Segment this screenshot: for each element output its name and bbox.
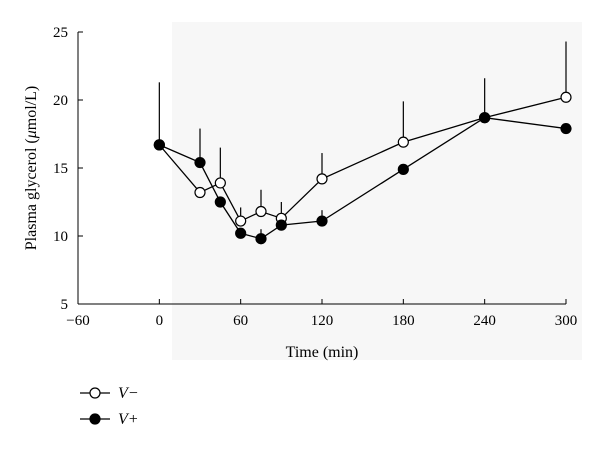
y-tick-label: 5 — [61, 297, 69, 313]
legend-marker-1 — [89, 387, 101, 399]
x-tick-label: −60 — [66, 313, 89, 329]
x-axis-title: Time (min) — [286, 344, 359, 361]
x-tick-label: 300 — [555, 313, 578, 329]
filled-marker-point — [275, 219, 287, 231]
open-marker-point — [235, 215, 247, 227]
x-tick-label: 120 — [311, 313, 334, 329]
y-tick-label: 20 — [53, 93, 68, 109]
filled-marker-point — [214, 196, 226, 208]
y-axis-title-suffix: mol/L) — [23, 86, 40, 130]
axes — [77, 31, 567, 305]
legend-label-1: V− — [118, 385, 139, 402]
y-axis-title-mu: μ — [23, 130, 40, 139]
filled-marker-point — [153, 139, 165, 151]
filled-marker-point — [194, 156, 206, 169]
series-markers — [153, 91, 572, 245]
open-marker-point — [316, 173, 328, 185]
legend-label-2: V+ — [118, 411, 139, 428]
open-marker-point — [255, 205, 267, 218]
open-marker-point — [214, 177, 226, 189]
legend-marker-2 — [89, 413, 101, 425]
series-line-1 — [158, 96, 567, 222]
y-tick-label: 25 — [53, 25, 68, 41]
series-line-2 — [159, 117, 567, 240]
y-axis-title: Plasma glycerol (μmol/L) — [23, 86, 40, 250]
plot-background — [172, 22, 582, 360]
plot-area — [172, 22, 582, 360]
tick-labels: −60 0 60 120 180 240 300 5 10 15 20 25 — [53, 25, 577, 329]
filled-marker-point — [560, 122, 572, 135]
filled-marker-point — [397, 163, 409, 175]
filled-marker-point — [235, 227, 247, 239]
legend: V− V+ — [80, 385, 139, 428]
filled-marker-point — [255, 233, 267, 245]
filled-marker-point — [316, 215, 328, 227]
filled-marker-point — [479, 112, 491, 124]
open-marker-point — [194, 186, 206, 199]
y-tick-label: 10 — [53, 229, 68, 245]
y-tick-label: 15 — [53, 161, 68, 177]
y-axis-title-prefix: Plasma glycerol ( — [23, 138, 40, 250]
x-tick-label: 180 — [392, 313, 415, 329]
x-tick-label: 0 — [156, 313, 164, 329]
x-tick-label: 240 — [473, 313, 496, 329]
open-marker-point — [560, 91, 572, 103]
series-lines — [158, 96, 567, 240]
x-tick-label: 60 — [233, 313, 248, 329]
open-marker-point — [397, 136, 409, 148]
